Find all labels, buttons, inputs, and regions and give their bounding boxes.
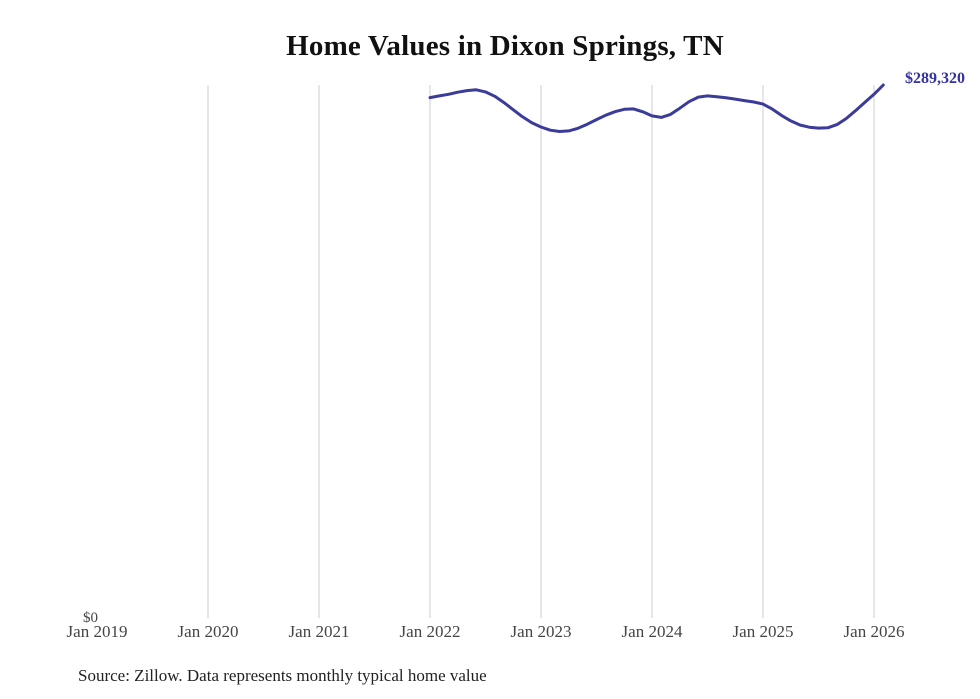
- x-axis-label-2024: Jan 2024: [621, 622, 683, 641]
- x-axis-label-2026: Jan 2026: [843, 622, 905, 641]
- current-value-label: $289,320: [905, 70, 965, 87]
- source-note: Source: Zillow. Data represents monthly …: [78, 666, 487, 685]
- x-axis-label-2020: Jan 2020: [177, 622, 239, 641]
- x-axis-label-2021: Jan 2021: [288, 622, 350, 641]
- x-axis-label-2025: Jan 2025: [732, 622, 794, 641]
- x-axis-label-2022: Jan 2022: [399, 622, 461, 641]
- x-axis-label-2023: Jan 2023: [510, 622, 572, 641]
- y-axis-zero-label: $0: [83, 610, 98, 626]
- home-value-line-series: [428, 83, 885, 133]
- x-axis-label-2019: Jan 2019: [66, 622, 128, 641]
- chart-title: Home Values in Dixon Springs, TN: [286, 30, 724, 62]
